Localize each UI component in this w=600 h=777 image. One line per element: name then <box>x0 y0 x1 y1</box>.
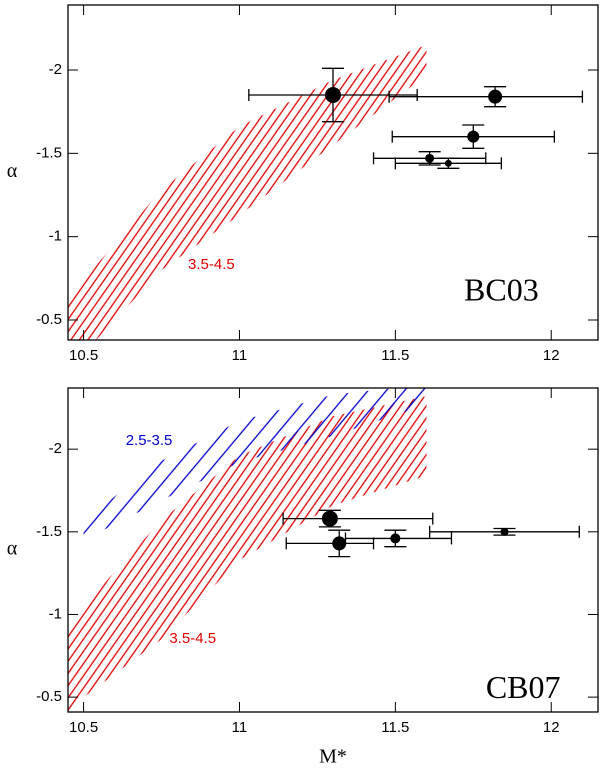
x-tick-label: 11.5 <box>381 347 409 364</box>
y-axis-label: α <box>7 160 18 182</box>
plot-frame <box>67 4 599 341</box>
hatched-band <box>83 388 427 541</box>
data-point <box>321 510 338 527</box>
annotation: CB07 <box>486 669 561 705</box>
y-tick-label: -1 <box>49 228 62 245</box>
x-tick-label: 11 <box>232 347 248 364</box>
y-tick-label: -0.5 <box>36 311 62 328</box>
annotation: 2.5-3.5 <box>126 432 173 449</box>
plot-area <box>68 388 427 712</box>
x-tick-label: 10.5 <box>69 347 98 364</box>
data-point <box>325 87 341 103</box>
x-tick-label: 11 <box>232 719 248 736</box>
y-axis-label: α <box>7 538 18 560</box>
data-point <box>444 159 452 167</box>
data-point <box>500 527 509 536</box>
data-point <box>425 153 435 163</box>
data-point <box>390 533 401 544</box>
y-tick-label: -1.5 <box>36 144 62 161</box>
x-axis-label: M* <box>319 746 347 768</box>
data-point <box>467 130 480 143</box>
x-tick-label: 10.5 <box>69 719 98 736</box>
annotation: 3.5-4.5 <box>188 256 235 273</box>
y-tick-label: -0.5 <box>36 688 62 705</box>
panel: 10.5 11 11.5 12 -0.5 -1 -1.5 -2 3.5-4.5 BC03 α <box>7 4 599 364</box>
x-tick-label: 12 <box>543 347 560 364</box>
plot-frame <box>67 387 599 713</box>
data-point <box>332 536 347 551</box>
y-tick-label: -1.5 <box>36 523 62 540</box>
y-tick-label: -2 <box>49 440 62 457</box>
x-tick-label: 11.5 <box>381 719 409 736</box>
annotation: BC03 <box>464 272 539 308</box>
y-tick-label: -2 <box>49 61 62 78</box>
y-tick-label: -1 <box>49 605 62 622</box>
plot-area <box>68 45 427 340</box>
annotation: 3.5-4.5 <box>169 630 216 647</box>
panel: 10.5 11 11.5 12 -0.5 -1 -1.5 -2 2.5-3.5 3.5-4.5 CB… <box>7 387 599 768</box>
data-point <box>488 89 503 104</box>
hatched-band <box>68 45 427 340</box>
x-tick-label: 12 <box>543 719 560 736</box>
hatched-band <box>68 396 427 712</box>
